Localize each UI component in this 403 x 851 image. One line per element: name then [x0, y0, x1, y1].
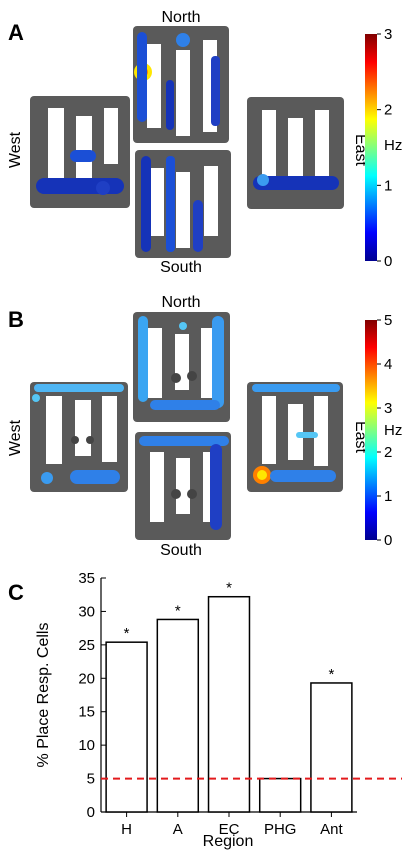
y-tick-label: 35 — [78, 570, 95, 587]
maze-south-b — [135, 432, 231, 540]
colorbar-tick-label: 5 — [384, 312, 392, 329]
y-tick-label: 15 — [78, 704, 95, 721]
y-tick-label: 0 — [87, 804, 95, 821]
bar-phg — [258, 777, 302, 813]
label-west-a: West — [7, 131, 24, 168]
colorbar-tick-label: 0 — [384, 532, 392, 549]
maze-west-a — [30, 96, 130, 208]
y-tick-label: 5 — [87, 771, 95, 788]
y-tick-label: 30 — [78, 603, 95, 620]
bar-ant — [310, 682, 353, 813]
panel-b: B North West — [7, 294, 402, 559]
colorbar-tick-label: 0 — [384, 253, 392, 270]
x-tick-label: EC — [219, 821, 240, 838]
colorbar-tick-label: 2 — [384, 102, 392, 119]
significance-star: * — [124, 625, 130, 642]
bar-a — [156, 618, 200, 813]
colorbar-b-unit: Hz — [384, 422, 402, 439]
maze-south-a — [135, 150, 231, 258]
label-south-b: South — [160, 542, 202, 559]
significance-star: * — [175, 602, 181, 619]
colorbar-a: 0 1 2 3 Hz — [365, 26, 402, 270]
significance-star: * — [328, 666, 334, 683]
x-axis-label: Region — [203, 833, 254, 850]
colorbar-a-unit: Hz — [384, 137, 402, 154]
maze-west-b — [30, 382, 128, 492]
y-axis-label: % Place Resp. Cells — [35, 623, 52, 768]
x-tick-label: Ant — [320, 821, 343, 838]
colorbar-tick-label: 1 — [384, 488, 392, 505]
colorbar-b: 0 1 2 3 4 5 Hz — [365, 312, 402, 549]
label-east-b: East — [352, 421, 369, 454]
colorbar-b-gradient — [365, 320, 377, 540]
bar-chart: 0 5 10 15 20 25 30 35 H * A * EC * PHG Ant * — [78, 570, 402, 838]
y-tick-label: 20 — [78, 670, 95, 687]
panel-c: C 0 5 10 15 20 25 30 35 H * A * EC * PHG Ant * % Place R… — [8, 570, 402, 850]
panel-b-letter: B — [8, 307, 24, 332]
colorbar-tick-label: 1 — [384, 177, 392, 194]
maze-east-b — [247, 382, 343, 492]
colorbar-a-gradient — [365, 34, 377, 261]
x-tick-label: A — [173, 821, 183, 838]
label-south-a: South — [160, 259, 202, 276]
label-north-a: North — [161, 9, 200, 26]
y-tick-label: 25 — [78, 637, 95, 654]
colorbar-tick-label: 3 — [384, 400, 392, 417]
colorbar-tick-label: 2 — [384, 444, 392, 461]
panel-c-letter: C — [8, 580, 24, 605]
maze-north-b — [133, 312, 230, 422]
colorbar-tick-label: 4 — [384, 356, 392, 373]
panel-a-letter: A — [8, 20, 24, 45]
panel-a: A North West — [7, 9, 402, 276]
bar-h — [105, 641, 148, 813]
label-east-a: East — [352, 134, 369, 167]
x-tick-label: PHG — [264, 821, 297, 838]
bar-ec — [207, 595, 251, 813]
label-north-b: North — [161, 294, 200, 311]
y-tick-label: 10 — [78, 737, 95, 754]
maze-east-a — [247, 97, 344, 209]
label-west-b: West — [7, 419, 24, 456]
significance-star: * — [226, 580, 232, 597]
maze-north-a — [133, 26, 229, 143]
x-tick-label: H — [121, 821, 132, 838]
colorbar-tick-label: 3 — [384, 26, 392, 43]
